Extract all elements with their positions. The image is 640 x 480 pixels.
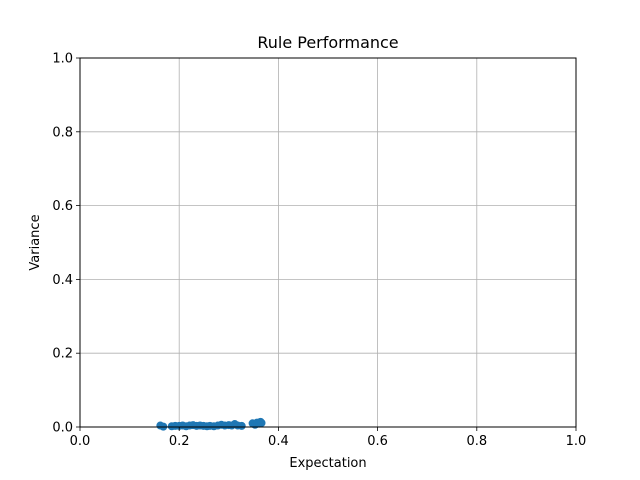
y-axis-ticks: 0.0 0.2 0.4 0.6 0.8 1.0 [52, 52, 80, 436]
x-tick-label: 0.2 [169, 434, 190, 449]
grid [79, 57, 577, 428]
y-tick-label: 0.8 [52, 125, 73, 140]
x-tick-label: 1.0 [566, 434, 587, 449]
x-tick-label: 0.0 [70, 434, 91, 449]
x-tick-label: 0.6 [367, 434, 388, 449]
plot-frame [79, 57, 577, 428]
scatter-point [257, 418, 266, 427]
chart-title: Rule Performance [257, 33, 398, 52]
x-axis-ticks: 0.0 0.2 0.4 0.6 0.8 1.0 [70, 427, 587, 449]
y-tick-label: 0.4 [52, 273, 73, 288]
x-tick-label: 0.8 [466, 434, 487, 449]
scatter-point [237, 421, 246, 430]
plot-area [80, 58, 576, 427]
scatter-points [156, 417, 266, 431]
y-tick-label: 1.0 [52, 52, 73, 67]
y-tick-label: 0.6 [52, 199, 73, 214]
x-tick-label: 0.4 [268, 434, 289, 449]
y-axis-label: Variance [28, 214, 43, 270]
y-tick-label: 0.0 [52, 421, 73, 436]
x-axis-label: Expectation [289, 456, 366, 471]
y-tick-label: 0.2 [52, 347, 73, 362]
